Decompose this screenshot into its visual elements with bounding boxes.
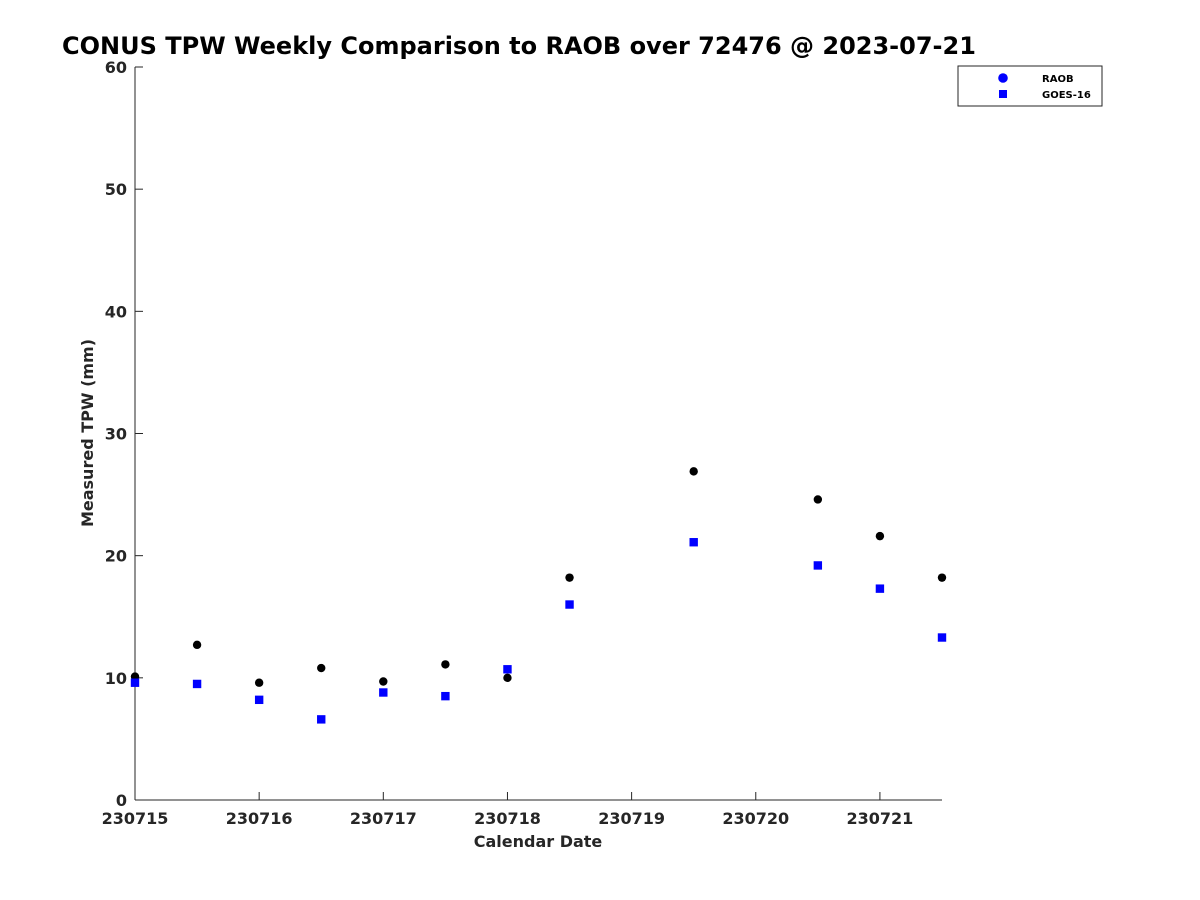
plot-area xyxy=(134,67,942,801)
series-goes-16 xyxy=(130,538,947,724)
raob-point xyxy=(565,573,574,582)
y-tick-label: 60 xyxy=(105,58,127,77)
x-axis-ticks: 230715 230716 230717 230718 230719 230720 2307… xyxy=(102,792,914,828)
goes-16-point xyxy=(689,538,698,547)
raob-point xyxy=(192,640,202,650)
goes-16-point xyxy=(441,691,450,701)
y-tick-label: 30 xyxy=(105,425,127,444)
x-tick-label: 230718 xyxy=(474,809,541,828)
y-tick-label: 40 xyxy=(105,302,127,321)
y-tick-label: 50 xyxy=(105,180,127,199)
legend-marker-square xyxy=(999,90,1007,98)
y-tick-label: 0 xyxy=(116,791,127,810)
legend-label: GOES-16 xyxy=(1042,90,1091,101)
x-tick-label: 230717 xyxy=(350,809,417,828)
goes-16-point xyxy=(813,561,823,570)
raob-point xyxy=(379,677,388,686)
raob-point xyxy=(503,673,512,683)
raob-point xyxy=(689,467,698,476)
raob-point xyxy=(317,663,326,673)
y-axis-label: Measured TPW (mm) xyxy=(78,339,97,527)
y-tick-label: 20 xyxy=(105,547,127,566)
data-series xyxy=(130,467,947,724)
goes-16-point xyxy=(192,679,202,689)
chart-title: CONUS TPW Weekly Comparison to RAOB over… xyxy=(62,32,976,60)
goes-16-point xyxy=(875,584,885,593)
raob-point xyxy=(813,495,823,504)
x-tick-label: 230719 xyxy=(598,809,665,828)
x-tick-label: 230720 xyxy=(722,809,789,828)
goes-16-point xyxy=(254,695,264,705)
series-raob xyxy=(130,467,947,687)
x-axis-label: Calendar Date xyxy=(474,832,603,851)
goes-16-point xyxy=(130,678,140,687)
x-tick-label: 230721 xyxy=(847,809,914,828)
goes-16-point xyxy=(937,633,947,642)
x-tick-label: 230716 xyxy=(226,809,293,828)
y-tick-label: 10 xyxy=(105,669,127,688)
y-axis-ticks: 0 10 20 30 40 50 60 xyxy=(105,58,143,810)
raob-point xyxy=(254,678,264,687)
legend-label: RAOB xyxy=(1042,74,1074,85)
x-tick-label: 230715 xyxy=(102,809,169,828)
legend-box xyxy=(957,65,1103,107)
raob-point xyxy=(937,573,947,582)
legend: RAOB GOES-16 xyxy=(957,65,1103,107)
raob-point xyxy=(441,660,450,669)
goes-16-point xyxy=(565,600,574,609)
raob-point xyxy=(875,531,885,541)
goes-16-point xyxy=(379,688,388,697)
legend-marker-circle xyxy=(998,73,1008,83)
goes-16-point xyxy=(503,665,512,674)
goes-16-point xyxy=(317,715,326,724)
